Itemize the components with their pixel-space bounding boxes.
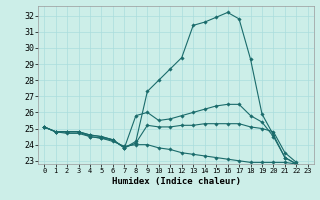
X-axis label: Humidex (Indice chaleur): Humidex (Indice chaleur) <box>111 177 241 186</box>
